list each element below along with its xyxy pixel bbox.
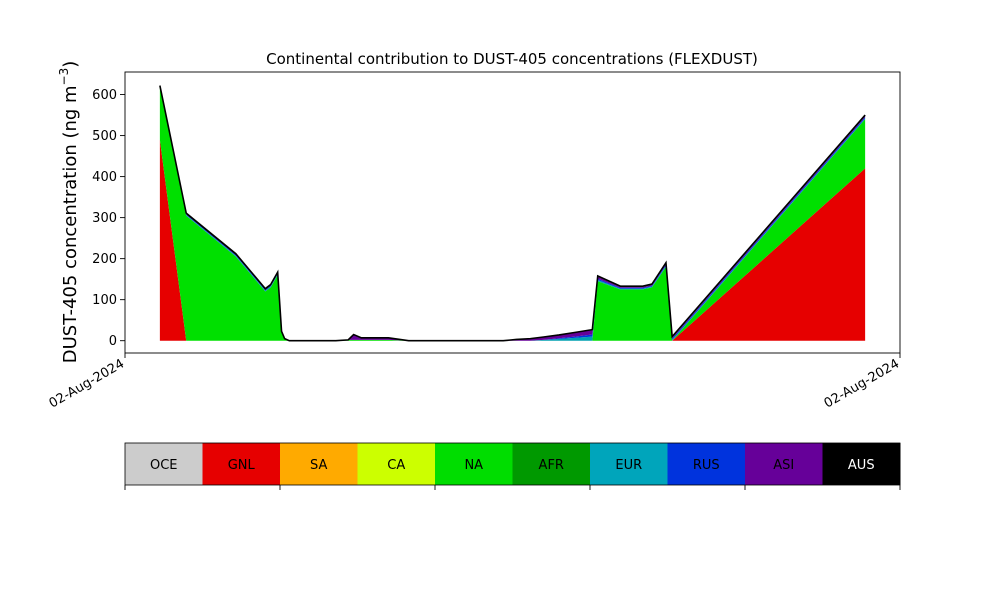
- legend-swatch-sa: [280, 443, 358, 485]
- y-tick-label: 300: [92, 211, 117, 226]
- legend-swatch-oce: [125, 443, 203, 485]
- legend-swatch-asi: [745, 443, 823, 485]
- legend-label-oce: OCE: [150, 458, 178, 473]
- y-tick-label: 0: [109, 334, 117, 349]
- y-tick-label: 200: [92, 252, 117, 267]
- x-tick-label: 02-Aug-2024: [822, 356, 902, 411]
- legend-label-na: NA: [464, 458, 483, 473]
- legend-swatch-eur: [590, 443, 668, 485]
- plot-frame: [124, 71, 901, 354]
- area-series-gnl: [159, 139, 866, 341]
- legend-label-eur: EUR: [615, 458, 642, 473]
- legend-swatch-afr: [512, 443, 591, 485]
- legend-swatch-aus: [822, 443, 901, 485]
- x-tick-label: 02-Aug-2024: [47, 356, 127, 411]
- y-axis-label-close: ): [60, 61, 81, 68]
- y-axis-label-exponent: −3: [57, 68, 71, 86]
- legend-label-gnl: GNL: [228, 458, 256, 473]
- legend-swatch-rus: [667, 443, 746, 485]
- legend-swatch-gnl: [202, 443, 281, 485]
- legend-label-rus: RUS: [693, 458, 720, 473]
- y-tick-label: 600: [92, 88, 117, 103]
- legend-label-ca: CA: [387, 458, 405, 473]
- legend-colorbar: OCE GNL SA CA NA AFR EUR RUS ASI AUS: [124, 442, 901, 490]
- y-tick-label: 100: [92, 293, 117, 308]
- legend-label-sa: SA: [310, 458, 327, 473]
- legend-label-aus: AUS: [848, 458, 875, 473]
- x-axis-ticks: 02-Aug-2024 02-Aug-2024: [47, 353, 902, 412]
- chart-title: Continental contribution to DUST-405 con…: [266, 50, 758, 68]
- area-series-na: [159, 86, 866, 341]
- legend-frame: [124, 442, 901, 486]
- y-tick-label: 500: [92, 129, 117, 144]
- area-series-group: [159, 85, 866, 341]
- legend-label-asi: ASI: [773, 458, 794, 473]
- legend-label-afr: AFR: [539, 458, 564, 473]
- y-axis-ticks: 0 100 200 300 400 500 600: [92, 88, 125, 349]
- y-axis-label-text: DUST-405 concentration (ng m: [60, 85, 81, 363]
- y-tick-label: 400: [92, 170, 117, 185]
- legend-swatch-na: [435, 443, 513, 485]
- legend-swatch-ca: [357, 443, 436, 485]
- y-axis-label: DUST-405 concentration (ng m−3): [57, 61, 81, 364]
- total-outline: [159, 85, 866, 342]
